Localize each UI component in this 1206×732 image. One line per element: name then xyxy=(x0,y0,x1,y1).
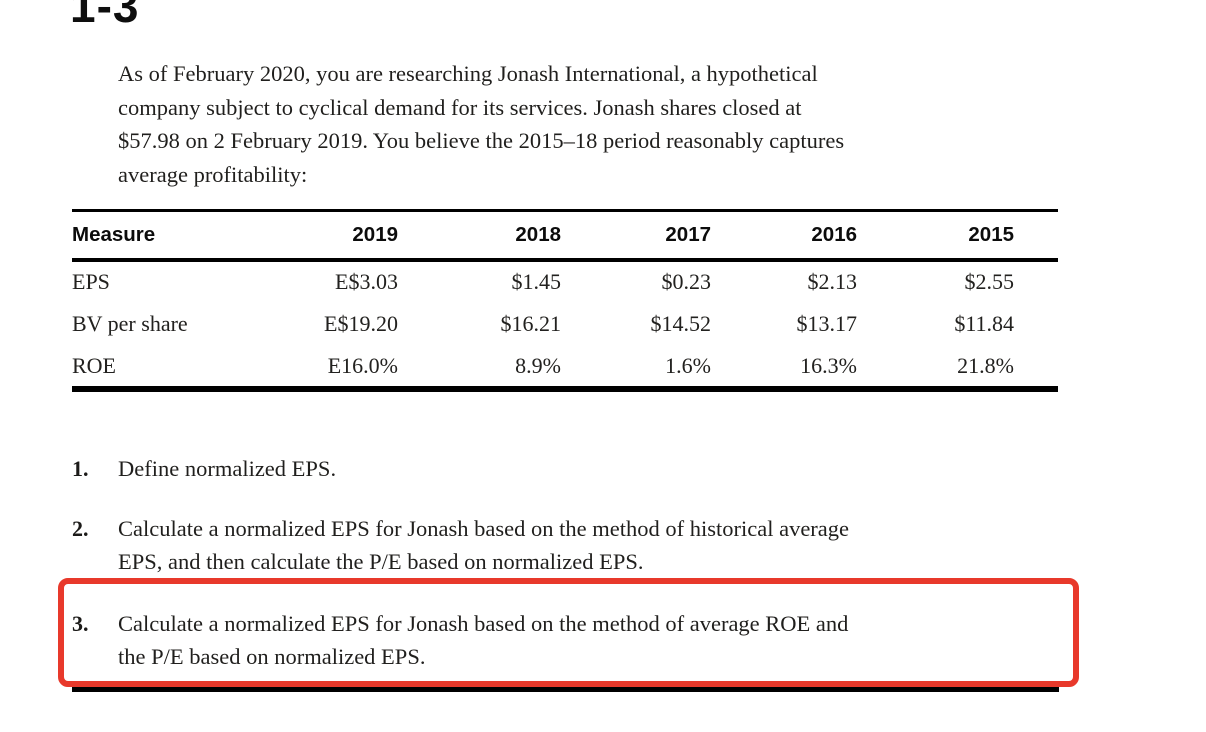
question-1-number: 1. xyxy=(72,456,89,481)
table-cell: 21.8% xyxy=(957,352,1014,378)
table-cell: E16.0% xyxy=(327,352,398,378)
table-cell: 1.6% xyxy=(665,352,711,378)
header-cell-measure: Measure xyxy=(72,222,156,246)
red-annotation-box xyxy=(58,578,1079,687)
table-row-eps: EPS E$3.03 $1.45 $0.23 $2.13 $2.55 xyxy=(72,260,1058,303)
table-cell: 16.3% xyxy=(800,352,857,378)
question-2: 2. Calculate a normalized EPS for Jonash… xyxy=(72,512,1072,578)
table-cell: $14.52 xyxy=(650,311,712,336)
header-cell-2016: 2016 xyxy=(811,222,857,246)
table-cell: $0.23 xyxy=(661,269,712,294)
table-cell: E$19.20 xyxy=(324,311,398,336)
table-row-bv: BV per share E$19.20 $16.21 $14.52 $13.1… xyxy=(72,303,1058,346)
table-row-roe: ROE E16.0% 8.9% 1.6% 16.3% 21.8% xyxy=(72,346,1058,389)
question-3-text: Calculate a normalized EPS for Jonash ba… xyxy=(118,611,849,669)
question-1: 1. Define normalized EPS. xyxy=(72,452,1072,485)
bottom-rule xyxy=(72,685,1059,692)
table-header-row: Measure 2019 2018 2017 2016 2015 xyxy=(72,211,1058,260)
table-cell: EPS xyxy=(72,269,110,294)
question-2-number: 2. xyxy=(72,516,89,541)
financial-table: Measure 2019 2018 2017 2016 2015 EPS E$3… xyxy=(72,209,1058,392)
question-3-number: 3. xyxy=(72,611,89,636)
table-cell: BV per share xyxy=(72,311,188,336)
header-cell-2018: 2018 xyxy=(515,222,561,246)
question-3: 3. Calculate a normalized EPS for Jonash… xyxy=(72,607,1072,673)
question-1-text: Define normalized EPS. xyxy=(118,456,337,481)
table-cell: $13.17 xyxy=(796,311,858,336)
header-cell-2015: 2015 xyxy=(968,222,1014,246)
table-cell: $2.55 xyxy=(964,269,1015,294)
table-cell: ROE xyxy=(72,352,116,378)
header-cell-2017: 2017 xyxy=(665,222,711,246)
problem-number-clip: 1-3 xyxy=(70,0,290,26)
problem-number: 1-3 xyxy=(70,0,140,26)
intro-paragraph: As of February 2020, you are researching… xyxy=(118,61,845,187)
question-2-text: Calculate a normalized EPS for Jonash ba… xyxy=(118,516,850,574)
table-cell: $11.84 xyxy=(954,311,1014,336)
table-cell: $2.13 xyxy=(807,269,858,294)
header-cell-2019: 2019 xyxy=(352,222,398,246)
table-cell: $1.45 xyxy=(511,269,562,294)
table-cell: E$3.03 xyxy=(335,269,398,294)
financial-table-wrap: Measure 2019 2018 2017 2016 2015 EPS E$3… xyxy=(72,209,1058,392)
table-cell: $16.21 xyxy=(500,311,562,336)
table-cell: 8.9% xyxy=(515,352,561,378)
